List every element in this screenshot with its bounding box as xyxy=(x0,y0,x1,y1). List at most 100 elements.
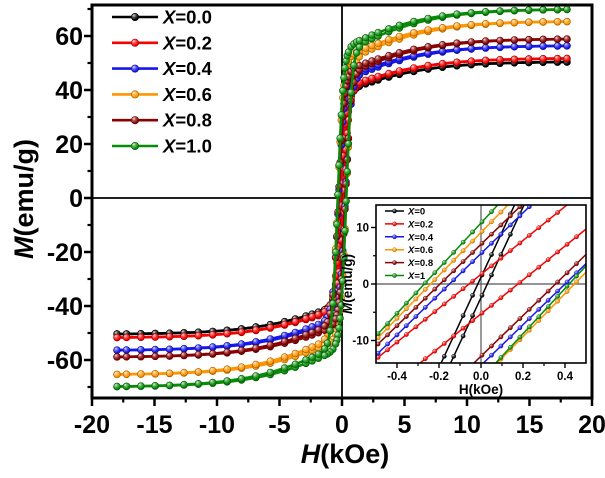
inset-legend: X=0X=0.2 X=0.4 X=0.6 X=0.8 X=1 xyxy=(385,207,434,282)
inset-x-axis-title: H(kOe) xyxy=(459,382,503,397)
x-tick-label: -10 xyxy=(199,411,235,439)
legend-entry-X=0.6: X=0.6 xyxy=(112,84,212,105)
inset-series xyxy=(376,205,586,363)
inset-legend-marker-icon xyxy=(392,260,397,265)
legend-marker-icon xyxy=(131,90,140,99)
y-axis-title-units: (emu/g) xyxy=(9,139,39,237)
legend-entry-X=0.2: X=0.2 xyxy=(112,32,212,53)
inset-legend-label: X=0.8 xyxy=(407,258,433,269)
inset-markers-X=0.8 xyxy=(376,205,523,347)
inset-y-tick-label: 0 xyxy=(363,279,369,291)
y-axis-title: M(emu/g) xyxy=(9,119,39,279)
inset-legend-entry-X=0: X=0 xyxy=(385,207,425,218)
inset-legend-entry-X=0.6: X=0.6 xyxy=(385,245,433,256)
inset-legend-marker-icon xyxy=(392,208,397,214)
inset-markers-X=0.2 xyxy=(422,234,579,362)
inset-legend-label: X=0 xyxy=(407,207,425,218)
legend-marker-icon xyxy=(131,38,140,47)
x-tick-label: 10 xyxy=(453,411,481,439)
inset-series-X=1 xyxy=(376,205,586,363)
inset-branch-ascending-X=0.6 xyxy=(496,271,586,363)
y-axis-title-symbol: M xyxy=(9,236,39,260)
inset-branch-ascending-X=0 xyxy=(449,205,525,363)
inset-legend-entry-X=0.4: X=0.4 xyxy=(385,232,434,243)
inset-legend-marker-icon xyxy=(392,221,397,227)
legend-entry-X=0.0: X=0.0 xyxy=(112,7,212,28)
y-tick-label: 60 xyxy=(55,23,83,51)
inset-legend-entry-X=1: X=1 xyxy=(385,271,426,282)
main-series xyxy=(113,5,571,391)
curve-descending-X=1.0 xyxy=(116,8,568,388)
inset-branch-ascending-X=0.4 xyxy=(482,263,586,363)
main-series-X=1.0 xyxy=(113,5,571,391)
y-axis: -60 -40 -20 0 20 40 60 xyxy=(47,7,92,389)
legend-label: X=1.0 xyxy=(162,136,212,157)
y-tick-label: -60 xyxy=(47,347,83,375)
x-tick-label: -5 xyxy=(268,411,290,439)
inset-legend-marker-icon xyxy=(392,273,397,278)
inset-markers-X=0.6 xyxy=(376,209,504,341)
inset-legend-entry-X=0.8: X=0.8 xyxy=(385,258,433,269)
inset-legend-label: X=0.4 xyxy=(407,232,434,243)
x-tick-label: -20 xyxy=(74,411,110,439)
legend-label: X=0.2 xyxy=(162,32,212,53)
y-tick-label: -20 xyxy=(47,239,83,267)
inset-legend-marker-icon xyxy=(392,234,397,240)
y-tick-label: 0 xyxy=(69,185,83,213)
inset-markers-X=0.8 xyxy=(479,261,579,358)
legend-entry-X=0.4: X=0.4 xyxy=(112,58,213,79)
legend-marker-icon xyxy=(131,142,140,151)
inset-x-tick-label: -0.4 xyxy=(387,371,407,383)
main-legend: X=0.0 X=0.2 X=0.4 X=0.6 X=0.8 X=1.0 xyxy=(112,7,213,157)
inset-series-X=0.8 xyxy=(376,205,586,363)
curve-descending-X=0.8 xyxy=(116,37,567,359)
x-axis-title-symbol: H xyxy=(300,439,321,469)
inset-x-tick-label: -0.2 xyxy=(429,371,449,383)
inset-series-X=0.2 xyxy=(376,205,586,363)
legend-marker-icon xyxy=(131,13,140,22)
y-tick-label: 20 xyxy=(55,131,83,159)
inset-x-tick-label: 0.0 xyxy=(473,371,489,383)
inset-y-tick-label: 10 xyxy=(356,223,369,235)
inset-markers-X=0.6 xyxy=(498,279,579,362)
x-tick-label: -15 xyxy=(136,411,172,439)
inset-y-tick-label: -10 xyxy=(352,336,369,348)
legend-marker-icon xyxy=(131,116,140,125)
inset-y-axis-title: M(emu/g) xyxy=(340,254,355,314)
inset-legend-label: X=0.6 xyxy=(407,245,433,256)
legend-entry-X=1.0: X=1.0 xyxy=(112,136,212,157)
inset-y-axis: -10 0 10 M(emu/g) xyxy=(340,223,376,348)
inset-markers-X=0.4 xyxy=(376,205,532,356)
inset-markers-X=1 xyxy=(498,273,579,360)
x-tick-label: 20 xyxy=(578,411,605,439)
x-axis: -20 -15 -10 -5 0 5 10 15 20 xyxy=(74,398,605,439)
inset-series-X=0.6 xyxy=(376,205,586,363)
inset-markers-X=0.4 xyxy=(489,270,579,358)
y-tick-label: -40 xyxy=(47,293,83,321)
inset-plot: -0.4 -0.2 0.0 0.2 0.4 H(kOe) -10 0 10 M(emu/g) X=0… xyxy=(340,204,587,397)
x-tick-label: 0 xyxy=(335,411,349,439)
inset-branch-ascending-X=1 xyxy=(494,265,586,363)
y-tick-label: 40 xyxy=(55,77,83,105)
legend-label: X=0.6 xyxy=(162,84,212,105)
legend-label: X=0.0 xyxy=(162,7,212,28)
legend-label: X=0.8 xyxy=(162,110,212,131)
inset-x-tick-label: 0.4 xyxy=(557,371,574,383)
inset-legend-label: X=0.2 xyxy=(407,219,433,230)
x-tick-label: 15 xyxy=(516,411,544,439)
x-axis-title-units: (kOe) xyxy=(320,439,390,469)
legend-marker-icon xyxy=(131,64,140,73)
inset-legend-marker-icon xyxy=(392,247,397,252)
inset-branch-descending-X=0 xyxy=(440,205,516,363)
inset-x-tick-label: 0.2 xyxy=(515,371,531,383)
inset-markers-X=1 xyxy=(376,209,494,337)
inset-x-axis: -0.4 -0.2 0.0 0.2 0.4 H(kOe) xyxy=(387,363,574,397)
inset-markers-X=0.2 xyxy=(376,210,560,360)
x-axis-title: H(kOe) xyxy=(245,440,445,468)
x-tick-label: 5 xyxy=(398,411,412,439)
inset-legend-entry-X=0.2: X=0.2 xyxy=(385,219,433,230)
inset-series-X=0.4 xyxy=(376,205,586,363)
markers-X=1.0 xyxy=(113,5,571,391)
